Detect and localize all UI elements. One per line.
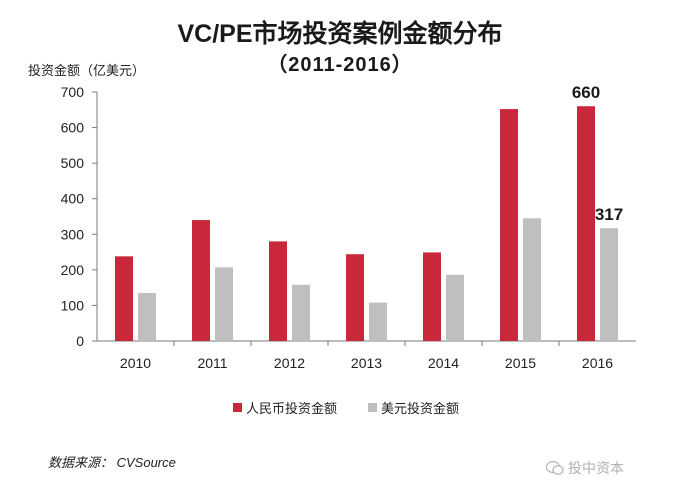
y-tick-label: 400 <box>61 191 85 207</box>
legend-swatch-rmb <box>233 403 242 412</box>
x-tick-label: 2016 <box>582 355 613 371</box>
legend-swatch-usd <box>368 403 377 412</box>
bar-usd <box>369 302 387 341</box>
x-tick-label: 2010 <box>120 355 151 371</box>
y-axis-label: 投资金额（亿美元） <box>28 63 146 78</box>
legend-label-usd: 美元投资金额 <box>381 401 460 416</box>
bar-rmb <box>346 254 364 341</box>
chat-bubble-icon <box>546 460 564 475</box>
watermark: 投中资本 <box>546 458 624 478</box>
y-tick-label: 100 <box>61 297 85 313</box>
bar-usd <box>523 218 541 341</box>
bar-rmb <box>115 256 133 341</box>
data-label: 317 <box>595 205 623 224</box>
y-tick-label: 600 <box>61 120 85 136</box>
y-tick-label: 700 <box>61 84 85 100</box>
bar-usd <box>600 228 618 341</box>
chart-subtitle: （2011-2016） <box>267 54 413 76</box>
data-label: 660 <box>572 83 600 102</box>
x-tick-label: 2013 <box>351 355 382 371</box>
chart-title: VC/PE市场投资案例金额分布 <box>177 20 503 48</box>
bar-rmb <box>269 241 287 341</box>
watermark-text: 投中资本 <box>568 460 624 476</box>
bar-rmb <box>192 220 210 341</box>
legend-item-usd: 美元投资金额 <box>368 398 459 417</box>
y-tick-label: 0 <box>76 333 84 349</box>
legend-label-rmb: 人民币投资金额 <box>246 401 338 416</box>
y-tick-label: 200 <box>61 262 85 278</box>
x-tick-label: 2015 <box>505 355 536 371</box>
x-tick-label: 2012 <box>274 355 305 371</box>
bar-usd <box>215 267 233 341</box>
bar-rmb <box>423 252 441 341</box>
y-tick-label: 500 <box>61 155 85 171</box>
x-tick-label: 2011 <box>197 355 227 371</box>
legend-item-rmb: 人民币投资金额 <box>233 398 337 417</box>
bar-rmb <box>500 109 518 342</box>
bar-chart: 0 100 200 300 400 500 600 700 2010 2011 2012 2013 20… <box>61 83 636 371</box>
bar-usd <box>138 292 156 341</box>
x-tick-label: 2014 <box>428 355 459 371</box>
bar-usd <box>292 284 310 341</box>
y-tick-label: 300 <box>61 226 85 242</box>
bar-usd <box>446 274 464 341</box>
source-note: 数据来源： CVSource <box>48 455 176 470</box>
bar-rmb <box>577 106 595 341</box>
